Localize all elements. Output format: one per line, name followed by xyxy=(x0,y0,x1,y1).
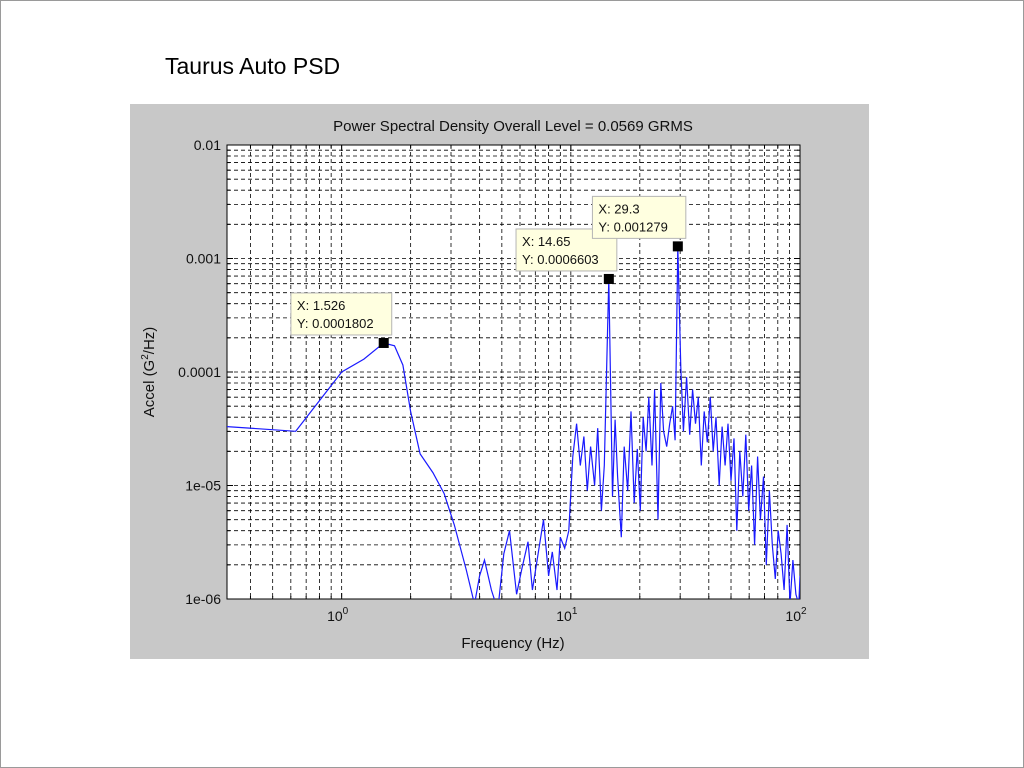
datatip-x-text: X: 14.65 xyxy=(522,234,570,249)
y-tick-label: 0.0001 xyxy=(178,364,221,380)
datatip-box xyxy=(591,195,687,239)
y-axis-label-main: Accel (G xyxy=(141,360,158,418)
y-axis-label: Accel (G2/Hz) xyxy=(140,327,158,418)
datatip-x-text: X: 29.3 xyxy=(598,201,639,216)
x-tick-label: 102 xyxy=(785,606,807,624)
y-tick-label: 1e-05 xyxy=(185,478,221,494)
axis-ticks: 0.01 0.001 0.0001 1e-05 1e-06 100 101 102 xyxy=(178,137,807,624)
datatip-y-text: Y: 0.001279 xyxy=(598,219,667,234)
datatip-y-text: Y: 0.0006603 xyxy=(522,252,599,267)
datatip-box xyxy=(290,292,393,336)
y-tick-label: 0.01 xyxy=(194,137,221,153)
datatip-marker[interactable] xyxy=(672,241,683,252)
datatips-layer: X: 1.526 Y: 0.0001802 X: 14.65 Y: 0.0006603… xyxy=(290,195,687,348)
plot-frame xyxy=(226,144,801,600)
x-tick-label: 101 xyxy=(556,606,578,624)
datatip-marker[interactable] xyxy=(603,273,614,284)
y-axis-label-tail: /Hz) xyxy=(141,327,158,355)
y-axis-label-sup: 2 xyxy=(140,354,151,360)
x-axis-label: Frequency (Hz) xyxy=(461,635,564,652)
x-tick-label: 100 xyxy=(327,606,349,624)
chart-title: Power Spectral Density Overall Level = 0… xyxy=(333,118,693,135)
slide-title: Taurus Auto PSD xyxy=(165,53,341,79)
series-layer xyxy=(227,246,800,599)
datatip-marker[interactable] xyxy=(378,337,389,348)
y-tick-label: 1e-06 xyxy=(185,591,221,607)
y-tick-label: 0.001 xyxy=(186,251,221,267)
psd-figure: 0.01 0.001 0.0001 1e-05 1e-06 100 101 102 Power… xyxy=(130,104,869,659)
datatip-x-text: X: 1.526 xyxy=(297,298,345,313)
datatip-y-text: Y: 0.0001802 xyxy=(297,316,374,331)
psd-chart: 0.01 0.001 0.0001 1e-05 1e-06 100 101 102 Power… xyxy=(140,118,807,652)
psd-series-line xyxy=(227,246,800,599)
